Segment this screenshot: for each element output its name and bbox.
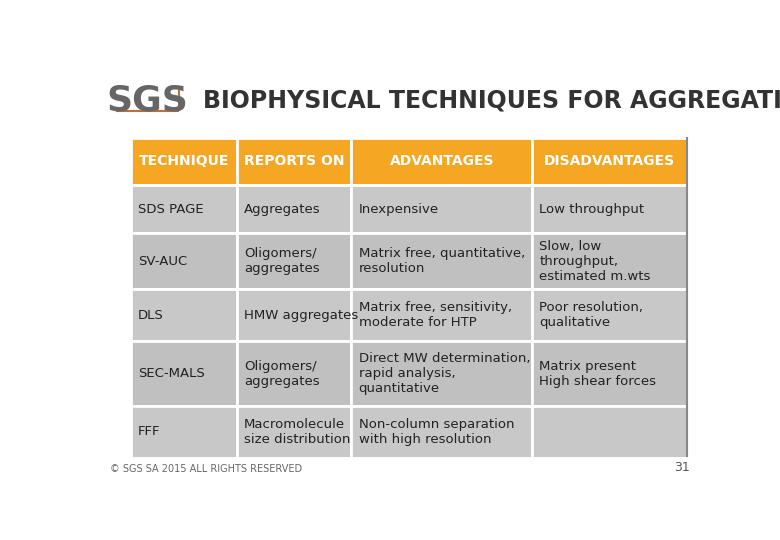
Bar — [352, 341, 532, 406]
Bar — [237, 406, 352, 458]
Text: DLS: DLS — [138, 309, 164, 322]
Text: 31: 31 — [674, 461, 690, 474]
Text: Aggregates: Aggregates — [244, 203, 321, 216]
Text: Non-column separation
with high resolution: Non-column separation with high resoluti… — [359, 418, 514, 446]
Text: Low throughput: Low throughput — [539, 203, 644, 216]
Text: Matrix free, quantitative,
resolution: Matrix free, quantitative, resolution — [359, 247, 525, 275]
Text: Poor resolution,
qualitative: Poor resolution, qualitative — [539, 301, 643, 329]
Text: Oligomers/
aggregates: Oligomers/ aggregates — [244, 360, 320, 388]
Text: Matrix present
High shear forces: Matrix present High shear forces — [539, 360, 656, 388]
Text: Slow, low
throughput,
estimated m.wts: Slow, low throughput, estimated m.wts — [539, 240, 651, 283]
Bar — [237, 185, 352, 233]
Bar — [532, 185, 687, 233]
Bar — [352, 185, 532, 233]
Bar — [532, 341, 687, 406]
Bar — [532, 289, 687, 341]
Text: BIOPHYSICAL TECHNIQUES FOR AGGREGATION: BIOPHYSICAL TECHNIQUES FOR AGGREGATION — [204, 88, 780, 112]
Text: Macromolecule
size distribution: Macromolecule size distribution — [244, 418, 350, 446]
Bar — [131, 289, 237, 341]
Text: SEC-MALS: SEC-MALS — [138, 367, 205, 380]
Text: HMW aggregates: HMW aggregates — [244, 309, 358, 322]
Text: REPORTS ON: REPORTS ON — [244, 154, 345, 168]
Bar — [131, 406, 237, 458]
Bar — [532, 138, 687, 185]
Text: Matrix free, sensitivity,
moderate for HTP: Matrix free, sensitivity, moderate for H… — [359, 301, 512, 329]
Text: ADVANTAGES: ADVANTAGES — [389, 154, 494, 168]
Bar — [532, 406, 687, 458]
Bar — [352, 233, 532, 289]
Bar — [532, 233, 687, 289]
Text: SV-AUC: SV-AUC — [138, 255, 187, 268]
Bar — [352, 406, 532, 458]
Text: Oligomers/
aggregates: Oligomers/ aggregates — [244, 247, 320, 275]
Text: Direct MW determination,
rapid analysis,
quantitative: Direct MW determination, rapid analysis,… — [359, 352, 530, 395]
Bar — [131, 185, 237, 233]
Bar — [237, 233, 352, 289]
Bar — [352, 289, 532, 341]
Bar — [131, 138, 237, 185]
Bar — [237, 289, 352, 341]
Bar — [237, 341, 352, 406]
Bar — [237, 138, 352, 185]
Text: SDS PAGE: SDS PAGE — [138, 203, 204, 216]
Text: TECHNIQUE: TECHNIQUE — [139, 154, 229, 168]
Bar — [352, 138, 532, 185]
Text: FFF: FFF — [138, 425, 161, 438]
Text: DISADVANTAGES: DISADVANTAGES — [544, 154, 675, 168]
Text: Inexpensive: Inexpensive — [359, 203, 439, 216]
Bar — [131, 341, 237, 406]
Bar — [131, 233, 237, 289]
Text: SGS: SGS — [107, 83, 189, 117]
Text: © SGS SA 2015 ALL RIGHTS RESERVED: © SGS SA 2015 ALL RIGHTS RESERVED — [109, 464, 302, 474]
